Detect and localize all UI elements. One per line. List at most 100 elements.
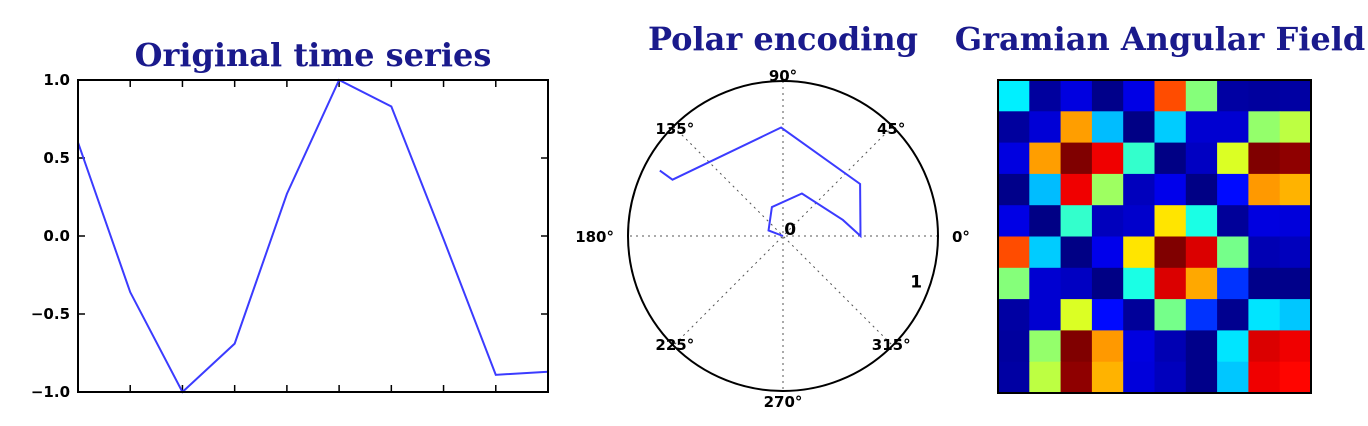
heatmap-cell	[1217, 236, 1249, 269]
heatmap-cell	[1123, 205, 1155, 237]
heatmap-cell	[1248, 361, 1281, 394]
heatmap-cell	[1279, 111, 1312, 144]
heatmap-cell	[1123, 111, 1155, 144]
heatmap-cell	[1060, 173, 1093, 206]
heatmap-cell	[1279, 299, 1312, 331]
heatmap-cell	[1248, 205, 1281, 237]
heatmap-cell	[1217, 267, 1249, 300]
heatmap-cell	[998, 236, 1030, 269]
heatmap-cell	[1279, 330, 1312, 363]
heatmap-cell	[1091, 299, 1124, 331]
polar-angle-label: 225°	[655, 336, 694, 354]
polar-title: Polar encoding	[648, 20, 918, 58]
heatmap-cell	[1123, 236, 1155, 269]
heatmap-cell	[1279, 267, 1312, 300]
heatmap-cell	[1029, 173, 1062, 206]
y-tick-label: −0.5	[31, 305, 70, 323]
heatmap-cell	[1123, 361, 1155, 394]
heatmap-cell	[998, 330, 1030, 363]
gaf-panel: Gramian Angular Field	[955, 20, 1365, 394]
polar-angle-label: 135°	[655, 120, 694, 138]
heatmap-cell	[1185, 361, 1218, 394]
heatmap-cell	[1029, 299, 1062, 331]
heatmap-cell	[998, 80, 1030, 112]
heatmap-cell	[1185, 267, 1218, 300]
heatmap-cell	[1091, 330, 1124, 363]
heatmap-cell	[998, 111, 1030, 144]
heatmap-cell	[998, 205, 1030, 237]
heatmap-cell	[1279, 361, 1312, 394]
heatmap-cell	[1279, 142, 1312, 175]
time-series-title: Original time series	[135, 36, 492, 74]
heatmap-cell	[1060, 205, 1093, 237]
heatmap-cell	[998, 299, 1030, 331]
polar-grid-line	[673, 126, 893, 346]
heatmap-cell	[1060, 267, 1093, 300]
heatmap-cell	[1029, 267, 1062, 300]
heatmap-cell	[1185, 80, 1218, 112]
heatmap-cell	[1091, 173, 1124, 206]
heatmap-cell	[1154, 330, 1187, 363]
heatmap-cell	[998, 361, 1030, 394]
heatmap-cell	[1185, 236, 1218, 269]
heatmap-cell	[1091, 205, 1124, 237]
heatmap-cell	[998, 173, 1030, 206]
heatmap-cell	[1123, 173, 1155, 206]
y-tick-label: 0.0	[43, 227, 70, 245]
heatmap-cell	[1154, 111, 1187, 144]
heatmap-cell	[1029, 111, 1062, 144]
y-tick-label: −1.0	[31, 383, 70, 401]
heatmap-cell	[1060, 80, 1093, 112]
heatmap-cell	[1248, 111, 1281, 144]
heatmap-cell	[1123, 330, 1155, 363]
heatmap-cell	[1185, 330, 1218, 363]
heatmap-cell	[1185, 111, 1218, 144]
heatmap-cell	[1154, 142, 1187, 175]
heatmap-cell	[998, 267, 1030, 300]
gaf-title: Gramian Angular Field	[955, 20, 1365, 58]
heatmap-cell	[1154, 361, 1187, 394]
heatmap-cell	[1217, 330, 1249, 363]
heatmap-cell	[1029, 142, 1062, 175]
heatmap-cell	[1248, 80, 1281, 112]
heatmap-cell	[1060, 236, 1093, 269]
heatmap-cell	[1060, 299, 1093, 331]
heatmap-cell	[1185, 299, 1218, 331]
gaf-frame	[997, 79, 1312, 394]
polar-grid-line	[673, 126, 893, 346]
polar-angle-label: 315°	[872, 336, 911, 354]
heatmap-cell	[1123, 299, 1155, 331]
polar-frame	[627, 80, 939, 392]
heatmap-cell	[1185, 173, 1218, 206]
heatmap-cell	[1279, 80, 1312, 112]
heatmap-cell	[1091, 267, 1124, 300]
polar-radial-label: 0	[784, 220, 796, 240]
y-tick-label: 0.5	[43, 149, 70, 167]
heatmap-cell	[1217, 111, 1249, 144]
heatmap-cell	[1248, 267, 1281, 300]
time-series-line	[77, 78, 549, 394]
heatmap-cell	[1248, 330, 1281, 363]
heatmap-cell	[1154, 299, 1187, 331]
heatmap-cell	[1217, 299, 1249, 331]
heatmap-cell	[1185, 142, 1218, 175]
heatmap-cell	[1248, 299, 1281, 331]
heatmap-cell	[1217, 361, 1249, 394]
heatmap-cell	[1091, 111, 1124, 144]
heatmap-cell	[1248, 142, 1281, 175]
heatmap-cell	[1029, 236, 1062, 269]
y-tick-label: 1.0	[43, 71, 70, 89]
heatmap-cell	[1123, 142, 1155, 175]
heatmap-cell	[1279, 173, 1312, 206]
heatmap-cell	[1029, 205, 1062, 237]
polar-radial-label: 1	[910, 272, 922, 292]
heatmap-cell	[1060, 142, 1093, 175]
heatmap-cell	[1029, 80, 1062, 112]
heatmap-cell	[1123, 267, 1155, 300]
polar-panel: Polar encoding 0° 45° 90° 135° 180° 225° 270° 3…	[575, 20, 970, 411]
heatmap-cell	[1154, 173, 1187, 206]
heatmap-cell	[1091, 236, 1124, 269]
polar-angle-label: 45°	[877, 120, 905, 138]
heatmap-cell	[1091, 80, 1124, 112]
heatmap-cell	[998, 142, 1030, 175]
